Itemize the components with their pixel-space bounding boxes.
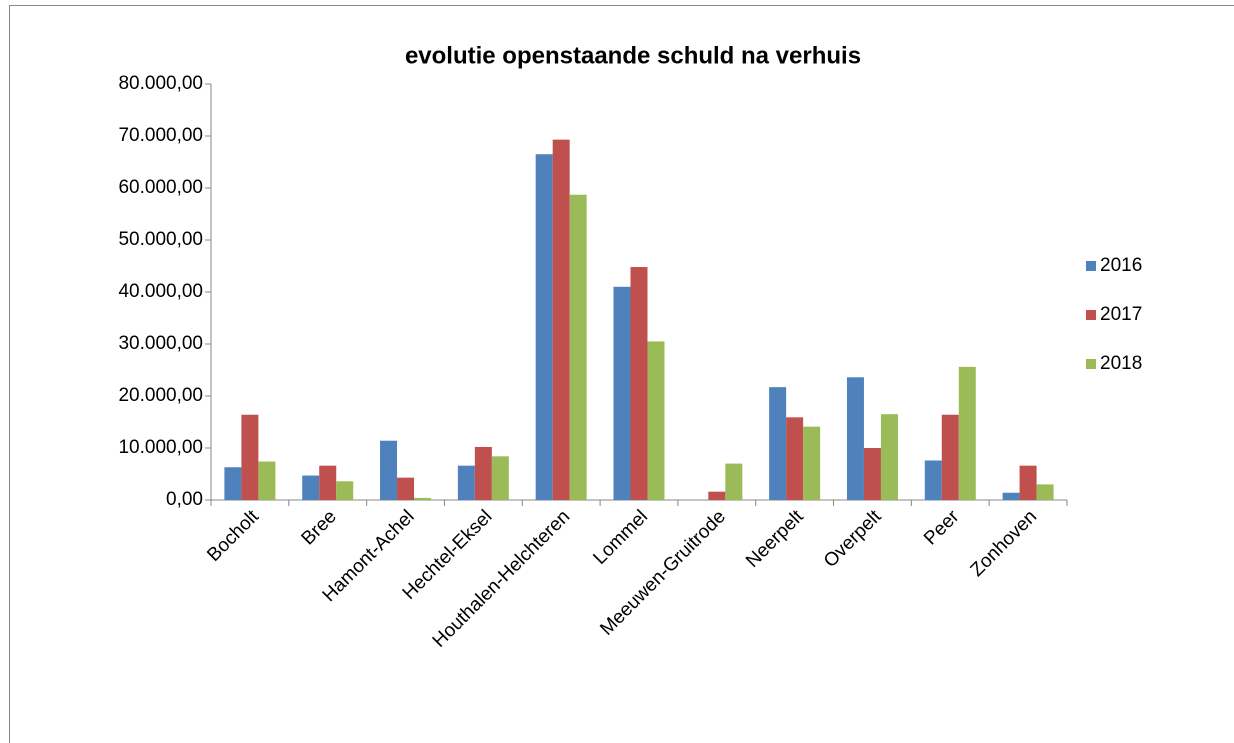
y-tick-label: 60.000,00 xyxy=(118,177,203,198)
legend-label: 2018 xyxy=(1100,353,1142,374)
bar xyxy=(224,467,242,500)
y-tick-label: 20.000,00 xyxy=(118,385,203,406)
bar xyxy=(1036,484,1054,500)
bar xyxy=(491,456,509,500)
legend-swatch xyxy=(1086,359,1096,369)
legend-label: 2017 xyxy=(1100,304,1142,325)
legend-swatch xyxy=(1086,261,1096,271)
bar xyxy=(769,387,787,500)
bar xyxy=(803,426,821,500)
bar xyxy=(880,414,898,500)
bar xyxy=(241,414,259,500)
y-tick-label: 80.000,00 xyxy=(118,73,203,94)
bar xyxy=(414,497,432,500)
bar xyxy=(941,414,959,500)
bar xyxy=(397,477,415,500)
y-tick-label: 70.000,00 xyxy=(118,125,203,146)
legend-swatch xyxy=(1086,310,1096,320)
y-tick-label: 10.000,00 xyxy=(118,437,203,458)
y-tick-label: 30.000,00 xyxy=(118,333,203,354)
bar xyxy=(958,366,976,500)
y-tick-label: 50.000,00 xyxy=(118,229,203,250)
bar xyxy=(552,139,570,500)
y-tick-label: 40.000,00 xyxy=(118,281,203,302)
bar xyxy=(846,377,864,500)
bar xyxy=(319,465,337,500)
bar xyxy=(647,341,665,500)
bar xyxy=(258,461,276,500)
bar xyxy=(1002,492,1020,500)
bar xyxy=(569,194,587,500)
bar xyxy=(474,446,492,500)
bar xyxy=(336,481,354,500)
bar xyxy=(725,463,743,500)
legend-label: 2016 xyxy=(1100,255,1142,276)
bar xyxy=(924,460,942,500)
bar xyxy=(630,267,648,500)
bar xyxy=(380,440,398,500)
bar xyxy=(613,286,631,500)
bar xyxy=(863,448,881,500)
y-tick-label: 0,00 xyxy=(166,489,203,510)
bar xyxy=(708,491,726,500)
bar xyxy=(302,475,320,500)
bar xyxy=(535,154,553,500)
bar xyxy=(786,417,804,500)
chart-title: evolutie openstaande schuld na verhuis xyxy=(405,42,861,69)
bar xyxy=(1019,465,1037,500)
bar xyxy=(457,465,475,500)
